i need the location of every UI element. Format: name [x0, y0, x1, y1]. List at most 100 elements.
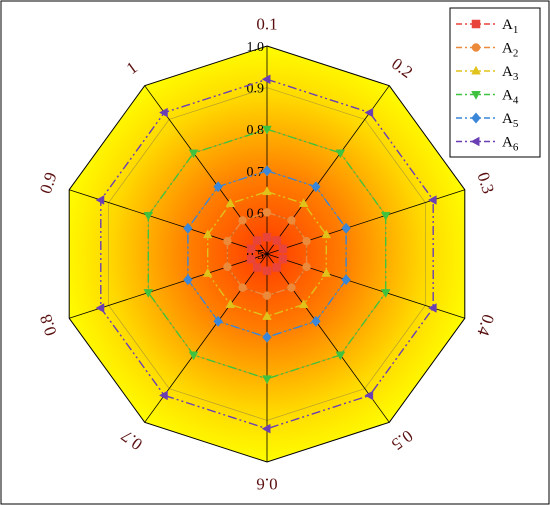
data-point: [471, 19, 481, 29]
data-point: [183, 274, 193, 286]
data-point: [364, 107, 374, 118]
legend-label: A2: [502, 41, 518, 60]
legend-label: A1: [502, 17, 518, 36]
data-point: [335, 149, 346, 159]
data-point: [246, 254, 256, 264]
data-point: [321, 229, 332, 239]
data-point: [302, 262, 311, 272]
data-point: [223, 236, 232, 246]
legend-item: A4: [456, 88, 519, 107]
data-point: [262, 375, 272, 385]
data-point: [262, 266, 272, 275]
series-A1: [246, 233, 288, 275]
data-point: [364, 390, 374, 401]
series-A6: [95, 74, 437, 434]
category-label: 0.4: [473, 312, 498, 339]
data-point: [427, 303, 437, 313]
data-point: [427, 195, 437, 205]
data-point: [246, 244, 256, 254]
data-point: [262, 186, 272, 196]
data-point: [272, 236, 282, 245]
data-point: [143, 211, 154, 221]
data-point: [183, 222, 193, 234]
data-point: [158, 107, 168, 118]
data-point: [225, 198, 236, 207]
data-point: [225, 299, 236, 308]
data-point: [470, 136, 480, 147]
data-point: [471, 112, 481, 124]
data-point: [278, 244, 288, 254]
category-label: 0.8: [36, 312, 61, 338]
data-point: [471, 43, 481, 52]
data-point: [278, 254, 288, 264]
data-point: [262, 125, 272, 135]
series-line: [147, 128, 387, 380]
legend-label: A5: [502, 111, 519, 130]
category-label: 0.6: [256, 475, 277, 494]
data-point: [213, 181, 223, 193]
data-point: [261, 74, 271, 85]
legend-item: A5: [456, 111, 519, 130]
category-label: 0.3: [473, 170, 498, 196]
data-point: [143, 289, 154, 298]
data-point: [335, 351, 346, 361]
category-label: 0.2: [388, 54, 416, 82]
category-label: 0.7: [117, 426, 146, 454]
data-point: [188, 149, 199, 159]
radial-tick-label: 0.9: [247, 82, 265, 97]
data-point: [272, 263, 282, 272]
data-point: [213, 315, 223, 327]
data-point: [223, 262, 232, 272]
data-point: [262, 233, 272, 242]
category-label: 0.1: [256, 15, 277, 34]
data-point: [202, 229, 213, 239]
data-point: [262, 208, 272, 217]
data-point: [311, 181, 321, 193]
data-point: [298, 299, 309, 308]
data-point: [380, 289, 391, 298]
category-label: 0.9: [36, 170, 61, 196]
radial-tick-label: 1.0: [247, 40, 265, 55]
data-point: [321, 267, 332, 277]
data-point: [341, 222, 351, 234]
data-point: [298, 198, 309, 207]
data-point: [202, 267, 213, 277]
data-point: [238, 216, 247, 225]
data-point: [261, 423, 271, 434]
category-label: 0.5: [388, 426, 416, 454]
legend-box: [449, 7, 541, 158]
series-A5: [183, 165, 351, 343]
data-point: [287, 283, 296, 292]
data-point: [262, 165, 272, 177]
data-point: [95, 303, 105, 313]
legend-label: A6: [502, 135, 519, 154]
data-point: [341, 274, 351, 286]
data-point: [188, 351, 199, 361]
legend-item: A3: [456, 64, 519, 83]
data-point: [311, 315, 321, 327]
data-point: [262, 311, 272, 320]
data-point: [252, 236, 262, 245]
data-point: [252, 263, 262, 272]
data-point: [158, 390, 168, 401]
series-A2: [223, 208, 311, 300]
series-line: [100, 78, 434, 430]
data-point: [287, 216, 296, 225]
legend-label: A3: [502, 64, 519, 83]
legend-item: A6: [456, 135, 519, 154]
legend-item: A2: [456, 41, 518, 60]
legend-label: A4: [502, 88, 519, 107]
data-point: [262, 291, 272, 300]
series-A3: [202, 186, 332, 320]
data-point: [380, 211, 391, 221]
radial-tick-label: 0.6: [247, 206, 265, 221]
data-point: [471, 91, 481, 100]
data-point: [302, 236, 311, 246]
data-point: [471, 65, 481, 75]
data-point: [238, 283, 247, 292]
series-line: [206, 190, 327, 318]
category-label: 1: [123, 58, 141, 78]
